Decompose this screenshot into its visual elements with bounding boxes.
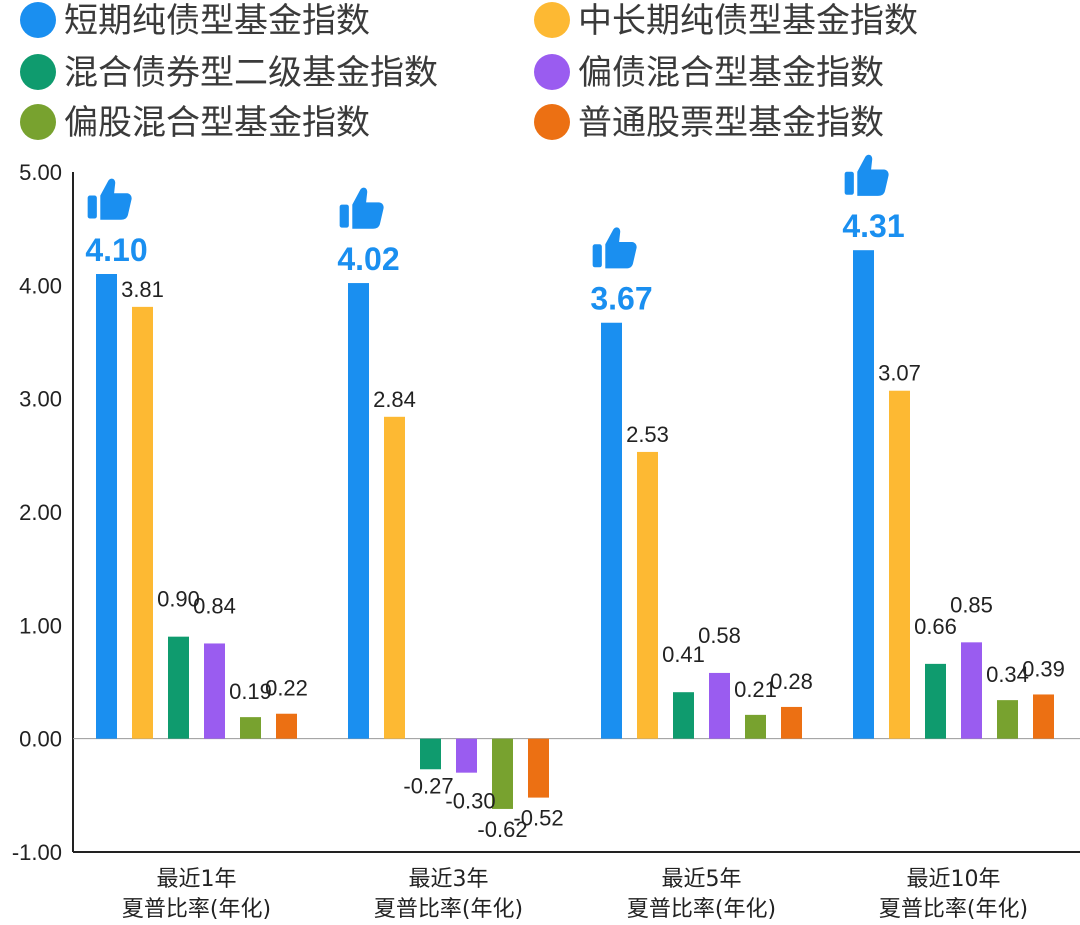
y-tick-label: 5.00 xyxy=(19,160,62,185)
value-label: 0.28 xyxy=(770,669,813,694)
bar xyxy=(420,738,441,770)
value-label: -0.27 xyxy=(403,773,453,798)
bar xyxy=(961,642,982,739)
y-tick-label: 4.00 xyxy=(19,273,62,298)
bar xyxy=(204,643,225,739)
value-label: 0.39 xyxy=(1022,656,1065,681)
legend-label: 中长期纯债型基金指数 xyxy=(578,1,918,41)
bar xyxy=(889,390,910,739)
y-tick-label: 1.00 xyxy=(19,613,62,638)
value-label: 2.53 xyxy=(626,422,669,447)
thumbs-up-icon xyxy=(592,227,637,269)
legend-item: 短期纯债型基金指数 xyxy=(20,1,370,41)
y-tick-label: -1.00 xyxy=(12,840,62,865)
bar xyxy=(745,714,766,739)
value-label: 4.10 xyxy=(85,232,147,268)
bar xyxy=(348,283,369,739)
value-label: 2.84 xyxy=(373,387,416,412)
value-label: 0.85 xyxy=(950,592,993,617)
y-tick-label: 2.00 xyxy=(19,500,62,525)
bar xyxy=(853,250,874,739)
legend-item: 偏债混合型基金指数 xyxy=(534,53,884,93)
bar xyxy=(132,306,153,739)
x-tick-label: 夏普比率(年化) xyxy=(879,897,1028,922)
legend-marker xyxy=(20,54,56,90)
value-label: 0.19 xyxy=(229,679,272,704)
x-tick-label: 夏普比率(年化) xyxy=(122,897,271,922)
legend-marker xyxy=(534,54,570,90)
value-label: 3.07 xyxy=(878,361,921,386)
thumbs-up-icon xyxy=(87,178,132,220)
bar xyxy=(384,416,405,739)
value-label: 0.84 xyxy=(193,593,236,618)
legend-marker xyxy=(534,2,570,38)
legend-item: 中长期纯债型基金指数 xyxy=(534,1,918,41)
legend-marker xyxy=(20,104,56,140)
legend-label: 短期纯债型基金指数 xyxy=(64,1,370,41)
thumbs-up-icon xyxy=(844,154,889,196)
value-label: 3.81 xyxy=(121,277,164,302)
x-tick-label: 夏普比率(年化) xyxy=(627,897,776,922)
value-label: -0.30 xyxy=(445,789,495,814)
bar xyxy=(673,692,694,739)
value-label: 0.66 xyxy=(914,614,957,639)
bar xyxy=(997,700,1018,739)
legend-label: 偏债混合型基金指数 xyxy=(578,53,884,93)
bar xyxy=(456,738,477,773)
legend-item: 偏股混合型基金指数 xyxy=(20,103,370,143)
bar xyxy=(709,672,730,739)
legend-label: 混合债券型二级基金指数 xyxy=(64,53,438,93)
bar xyxy=(781,706,802,739)
axes: 5.00 4.00 3.00 2.00 1.00 0.00 -1.00 最近1年夏普比率(年化… xyxy=(12,160,1080,922)
legend-label: 偏股混合型基金指数 xyxy=(64,103,370,143)
value-label: -0.52 xyxy=(513,806,563,831)
x-tick-label: 最近3年 xyxy=(409,867,489,892)
bar xyxy=(528,738,549,798)
x-tick-label: 最近1年 xyxy=(157,867,237,892)
thumbs-up-icon xyxy=(339,187,384,229)
value-label: 4.31 xyxy=(842,208,904,244)
bar xyxy=(1033,694,1054,739)
bar xyxy=(601,322,622,739)
value-label: 0.21 xyxy=(734,677,777,702)
y-tick-label: 3.00 xyxy=(19,387,62,412)
legend-item: 普通股票型基金指数 xyxy=(534,103,884,143)
bar xyxy=(96,274,117,739)
value-label: 4.02 xyxy=(337,241,399,277)
x-tick-label: 夏普比率(年化) xyxy=(374,897,523,922)
value-label: 0.22 xyxy=(265,676,308,701)
value-label: 0.34 xyxy=(986,662,1029,687)
bar xyxy=(925,663,946,739)
x-tick-label: 最近10年 xyxy=(907,867,1001,892)
legend-label: 普通股票型基金指数 xyxy=(578,103,884,143)
value-label: -0.62 xyxy=(477,817,527,842)
legend-marker xyxy=(534,104,570,140)
bar xyxy=(637,451,658,739)
bar xyxy=(168,636,189,739)
x-tick-label: 最近5年 xyxy=(662,867,742,892)
value-label: 0.90 xyxy=(157,587,200,612)
legend-item: 混合债券型二级基金指数 xyxy=(20,53,438,93)
bar xyxy=(492,738,513,809)
legend-marker xyxy=(20,2,56,38)
value-label: 0.41 xyxy=(662,642,705,667)
bar xyxy=(276,713,297,739)
bar xyxy=(240,717,261,739)
y-tick-label: 0.00 xyxy=(19,727,62,752)
value-labels: 4.10 4.02 3.67 4.31 3.81 2.84 2.53 3.07 0.90 -0.2… xyxy=(85,154,1065,842)
bars xyxy=(96,250,1054,809)
value-label: 3.67 xyxy=(590,281,652,317)
value-label: 0.58 xyxy=(698,623,741,648)
